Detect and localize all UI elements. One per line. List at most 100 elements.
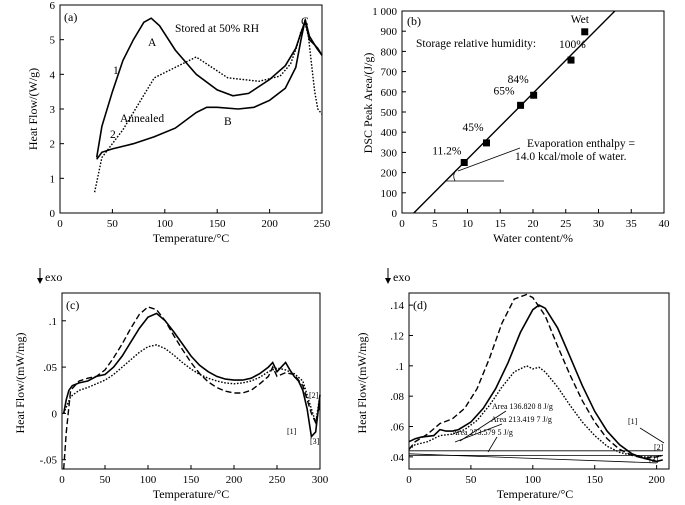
x-tick-label: 100 — [140, 474, 157, 486]
x-tick-label: 0 — [399, 218, 405, 230]
x-tick-label: 150 — [209, 218, 226, 230]
panel-d-area-2-leader — [454, 423, 503, 443]
point-label: 65% — [494, 85, 516, 97]
y-tick-label: .14 — [390, 300, 404, 312]
panel-a-frame — [59, 4, 323, 214]
point-label: 100% — [559, 39, 586, 51]
y-tick-label: 3 — [50, 104, 56, 116]
panel-c-tag-1: [1] — [287, 427, 297, 436]
panel-d: (d) Temperature/°C Heat Flow/(mW/mg) exo… — [355, 268, 670, 501]
panel-d-tag-2: [2] — [654, 443, 664, 452]
x-tick-label: 250 — [269, 474, 286, 486]
series-line-2 — [63, 306, 321, 470]
series-line-3 — [93, 22, 323, 193]
series-line-3 — [408, 365, 663, 458]
y-tick-label: 0 — [392, 208, 398, 220]
panel-d-area-2: Area 213.419 7 J/g — [491, 415, 552, 424]
panel-a-xlabel: Temperature/°C — [153, 231, 230, 245]
y-tick-label: .1 — [49, 316, 57, 328]
data-point — [460, 159, 468, 166]
panel-c-tag-3: [3] — [310, 437, 320, 446]
x-tick-label: 100 — [525, 474, 542, 486]
x-tick-label: 30 — [593, 218, 605, 230]
x-tick-label: 0 — [406, 474, 412, 486]
y-tick-label: 4 — [50, 69, 56, 81]
y-tick-label: 700 — [381, 67, 398, 79]
panel-a-label: (a) — [64, 10, 77, 24]
panel-d-area-1-leader — [459, 410, 507, 442]
fit-line — [413, 10, 616, 214]
x-tick-label: 20 — [528, 218, 540, 230]
y-tick-label: 400 — [381, 127, 398, 139]
series-line-2 — [96, 19, 323, 160]
series-line-3 — [63, 344, 321, 423]
panel-a-annotation-B: B — [224, 116, 232, 128]
y-tick-label: .08 — [390, 391, 404, 403]
panel-b-annotation-storage: Storage relative humidity: — [416, 38, 536, 50]
data-point — [517, 101, 525, 109]
y-tick-label: -.05 — [40, 455, 58, 467]
x-tick-label: 0 — [59, 474, 65, 486]
panel-d-tag-1-leader — [639, 427, 665, 444]
panel-d-exo-arrowhead — [385, 278, 391, 284]
y-tick-label: 600 — [381, 87, 398, 99]
y-tick-label: 800 — [381, 46, 398, 58]
y-tick-label: 200 — [381, 168, 398, 180]
panel-d-series — [408, 293, 663, 464]
panel-a-ylabel: Heat Flow/(W/g) — [26, 68, 40, 150]
panel-c-series — [62, 306, 321, 470]
y-tick-label: 6 — [50, 0, 56, 12]
panel-c-ylabel: Heat Flow/(mW/mg) — [13, 333, 27, 434]
data-point — [530, 91, 538, 99]
panel-a-series — [93, 17, 323, 193]
panel-d-label: (d) — [413, 298, 427, 312]
x-tick-label: 250 — [314, 218, 331, 230]
data-point — [482, 139, 490, 147]
y-tick-label: .1 — [396, 361, 404, 373]
panel-b-annotation-enthalpy-1: Evaporation enthalpy = — [527, 138, 635, 150]
y-tick-label: 900 — [381, 26, 398, 38]
x-tick-label: 15 — [495, 218, 507, 230]
y-tick-label: .12 — [390, 330, 404, 342]
panel-d-area-3-leader — [487, 436, 498, 453]
panel-d-area-3: Area 273.579 5 J/g — [452, 428, 513, 437]
series-line-1 — [408, 304, 663, 463]
y-tick-label: 2 — [50, 139, 56, 151]
x-tick-label: 50 — [465, 474, 477, 486]
panel-b-enthalpy-leader — [457, 147, 521, 172]
x-tick-label: 35 — [626, 218, 638, 230]
y-tick-label: 500 — [381, 107, 398, 119]
x-tick-label: 100 — [157, 218, 174, 230]
panel-d-area-1: Area 136.820 8 J/g — [492, 402, 553, 411]
panel-b-enthalpy-arc — [453, 169, 457, 182]
x-tick-label: 200 — [226, 474, 243, 486]
panel-a-annotation-annealed: Annealed — [120, 113, 164, 125]
y-tick-label: 1 000 — [372, 6, 397, 18]
panel-d-ylabel: Heat Flow/(mW/mg) — [355, 333, 369, 434]
panel-a-annotation-1: 1 — [113, 65, 119, 77]
x-tick-label: 150 — [183, 474, 200, 486]
panel-d-tag-3: [3] — [649, 455, 659, 464]
y-tick-label: 5 — [50, 35, 56, 47]
point-label: 45% — [462, 122, 484, 134]
x-tick-label: 5 — [432, 218, 438, 230]
panel-c-tag-2: [2] — [309, 391, 319, 400]
panel-a-annotation-A: A — [148, 37, 157, 49]
x-tick-label: 50 — [107, 218, 119, 230]
x-tick-label: 300 — [312, 474, 329, 486]
y-tick-label: .04 — [390, 452, 404, 464]
data-point — [581, 28, 589, 36]
panel-c-xlabel: Temperature/°C — [153, 487, 230, 501]
series-line-2 — [408, 293, 663, 460]
panel-b: (b) Water content/% DSC Peak Area/(J/g) … — [361, 6, 670, 245]
x-tick-label: 40 — [659, 218, 671, 230]
panel-d-tag-1: [1] — [628, 417, 638, 426]
panel-c-frame — [61, 292, 321, 470]
x-tick-label: 0 — [57, 218, 63, 230]
panel-a-ticks: 0 50 100 150 200 250 0 1 2 3 4 5 6 — [50, 0, 331, 230]
point-label: 11.2% — [432, 146, 462, 158]
y-tick-label: .05 — [43, 362, 57, 374]
x-tick-label: 200 — [261, 218, 278, 230]
panel-c: (c) Temperature/°C Heat Flow/(mW/mg) exo… — [13, 268, 329, 501]
panel-d-ticks: 0 50 100 150 200 .04 .06 .08 .1 .12 .14 — [390, 300, 665, 486]
